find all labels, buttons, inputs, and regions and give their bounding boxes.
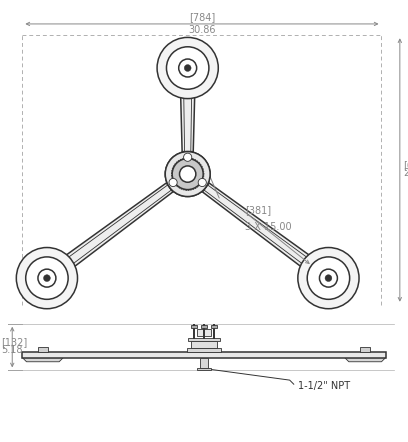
Circle shape xyxy=(172,159,203,190)
Polygon shape xyxy=(202,183,316,271)
Polygon shape xyxy=(345,358,386,362)
Bar xyxy=(38,347,48,352)
Circle shape xyxy=(44,275,50,282)
Text: 5.18: 5.18 xyxy=(1,345,22,355)
Bar xyxy=(197,329,211,336)
Circle shape xyxy=(165,152,210,197)
Circle shape xyxy=(26,257,68,299)
Text: 30.86: 30.86 xyxy=(188,25,216,35)
Circle shape xyxy=(165,152,210,197)
Circle shape xyxy=(166,47,209,89)
Circle shape xyxy=(184,65,191,72)
Circle shape xyxy=(179,59,197,77)
Text: [695]: [695] xyxy=(403,160,408,170)
Circle shape xyxy=(198,179,206,187)
Circle shape xyxy=(169,179,177,187)
Circle shape xyxy=(172,159,203,190)
Bar xyxy=(188,338,220,341)
Circle shape xyxy=(38,269,56,287)
Polygon shape xyxy=(22,358,63,362)
Text: [784]: [784] xyxy=(189,12,215,22)
Bar xyxy=(201,324,207,328)
Circle shape xyxy=(325,275,332,282)
Circle shape xyxy=(184,153,192,161)
Circle shape xyxy=(184,153,192,161)
Bar xyxy=(211,324,217,328)
Circle shape xyxy=(180,166,196,182)
Polygon shape xyxy=(180,89,195,152)
Bar xyxy=(191,324,197,328)
Text: [381]: [381] xyxy=(245,205,271,215)
Bar xyxy=(186,348,221,352)
FancyBboxPatch shape xyxy=(22,352,386,358)
Circle shape xyxy=(198,179,206,187)
Circle shape xyxy=(16,248,78,309)
Text: 3 X 15.00: 3 X 15.00 xyxy=(245,222,291,232)
Circle shape xyxy=(169,179,177,187)
Bar xyxy=(360,347,370,352)
Bar xyxy=(197,368,211,370)
Circle shape xyxy=(298,248,359,309)
Bar xyxy=(200,358,208,368)
Text: 1-1/2" NPT: 1-1/2" NPT xyxy=(298,381,350,391)
Bar xyxy=(191,341,217,348)
Circle shape xyxy=(180,166,196,182)
Circle shape xyxy=(307,257,350,299)
Text: [132]: [132] xyxy=(1,337,27,347)
Text: 27.38: 27.38 xyxy=(403,168,408,178)
Circle shape xyxy=(319,269,337,287)
Polygon shape xyxy=(60,183,173,271)
Circle shape xyxy=(157,38,218,99)
